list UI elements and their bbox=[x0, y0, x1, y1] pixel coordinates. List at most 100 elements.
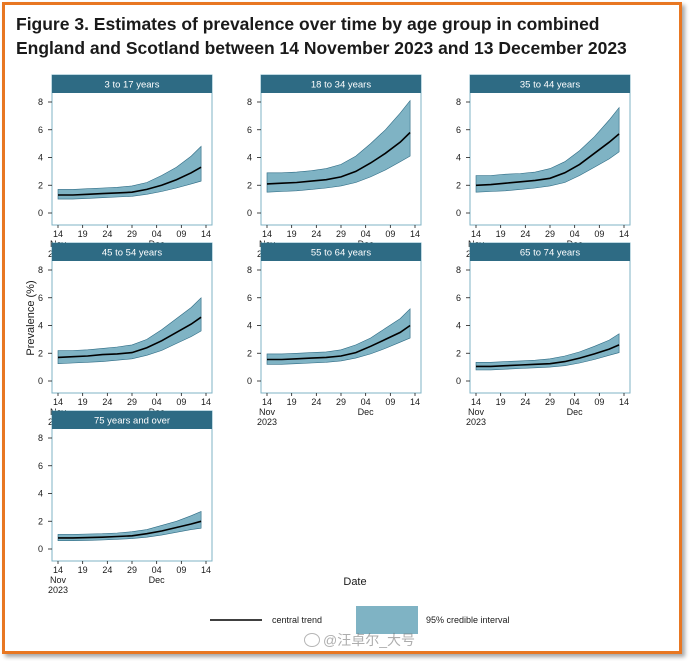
y-tick-label: 8 bbox=[247, 97, 252, 107]
credible-interval-band bbox=[475, 333, 620, 371]
y-tick-label: 2 bbox=[247, 180, 252, 190]
y-tick-label: 6 bbox=[247, 293, 252, 303]
panel-header bbox=[52, 243, 212, 261]
y-tick-label: 4 bbox=[38, 153, 43, 163]
x-tick-label: 14 bbox=[410, 397, 420, 407]
y-tick-label: 8 bbox=[456, 97, 461, 107]
y-tick-label: 4 bbox=[38, 321, 43, 331]
x-tick-label: 14 bbox=[619, 229, 629, 239]
y-tick-label: 0 bbox=[456, 376, 461, 386]
panel-title: 45 to 54 years bbox=[102, 248, 162, 259]
panel-header bbox=[52, 75, 212, 93]
y-tick-label: 2 bbox=[456, 348, 461, 358]
figure-title: Figure 3. Estimates of prevalence over t… bbox=[16, 14, 627, 58]
x-tick-label: 09 bbox=[594, 229, 604, 239]
x-tick-label: 04 bbox=[152, 565, 162, 575]
y-tick-label: 2 bbox=[38, 180, 43, 190]
y-tick-label: 6 bbox=[456, 125, 461, 135]
x-tick-label: 19 bbox=[78, 397, 88, 407]
x-tick-label: 14 bbox=[201, 229, 211, 239]
central-trend-line bbox=[267, 324, 411, 361]
x-tick-label: 2023 bbox=[466, 417, 486, 427]
y-tick-label: 0 bbox=[247, 376, 252, 386]
y-tick-label: 6 bbox=[247, 125, 252, 135]
y-tick-label: 0 bbox=[456, 208, 461, 218]
panel-header bbox=[470, 75, 630, 93]
y-tick-label: 2 bbox=[38, 348, 43, 358]
credible-interval-band bbox=[57, 511, 202, 541]
panel-border bbox=[469, 242, 631, 394]
x-tick-label: 04 bbox=[361, 229, 371, 239]
panel-18-to-34-years: 18 to 34 years0246814Nov202319242904Dec0… bbox=[247, 74, 422, 259]
y-tick-label: 0 bbox=[38, 376, 43, 386]
x-tick-label: 09 bbox=[594, 397, 604, 407]
y-tick-label: 8 bbox=[38, 265, 43, 275]
x-tick-label: Nov bbox=[468, 407, 485, 417]
legend-line-label: central trend bbox=[272, 615, 322, 625]
y-tick-label: 8 bbox=[247, 265, 252, 275]
y-tick-label: 0 bbox=[38, 544, 43, 554]
x-tick-label: Dec bbox=[149, 575, 166, 585]
y-tick-label: 2 bbox=[247, 348, 252, 358]
x-tick-label: 24 bbox=[311, 229, 321, 239]
y-tick-label: 8 bbox=[38, 97, 43, 107]
watermark-text: @汪卓尔_大号 bbox=[323, 632, 415, 648]
x-tick-label: 2023 bbox=[48, 585, 68, 595]
x-tick-label: 14 bbox=[410, 229, 420, 239]
x-tick-label: 24 bbox=[311, 397, 321, 407]
y-tick-label: 2 bbox=[38, 516, 43, 526]
weibo-icon bbox=[304, 633, 320, 647]
x-tick-label: Nov bbox=[259, 407, 276, 417]
x-tick-label: 14 bbox=[619, 397, 629, 407]
y-tick-label: 4 bbox=[247, 153, 252, 163]
panel-header bbox=[261, 75, 421, 93]
x-tick-label: 29 bbox=[545, 397, 555, 407]
y-axis-title: Prevalence (%) bbox=[25, 280, 37, 355]
credible-interval-band bbox=[475, 106, 620, 193]
panel-header bbox=[261, 243, 421, 261]
y-tick-label: 2 bbox=[456, 180, 461, 190]
x-tick-label: 14 bbox=[53, 397, 63, 407]
legend-band-label: 95% credible interval bbox=[426, 615, 510, 625]
y-tick-label: 6 bbox=[38, 461, 43, 471]
x-tick-label: 19 bbox=[287, 397, 297, 407]
credible-interval-band bbox=[266, 99, 411, 193]
central-trend-line bbox=[475, 133, 620, 187]
x-tick-label: 14 bbox=[53, 229, 63, 239]
y-tick-label: 6 bbox=[456, 293, 461, 303]
panel-header bbox=[52, 411, 212, 429]
y-tick-label: 6 bbox=[38, 293, 43, 303]
x-tick-label: 29 bbox=[127, 397, 137, 407]
x-tick-label: Nov bbox=[50, 575, 67, 585]
x-tick-label: 29 bbox=[127, 229, 137, 239]
panel-title: 18 to 34 years bbox=[311, 80, 371, 91]
central-trend-line bbox=[266, 131, 411, 185]
x-tick-label: 2023 bbox=[257, 417, 277, 427]
x-tick-label: 04 bbox=[570, 229, 580, 239]
x-tick-label: 04 bbox=[570, 397, 580, 407]
x-tick-label: 14 bbox=[471, 397, 481, 407]
x-tick-label: 14 bbox=[262, 229, 272, 239]
y-tick-label: 4 bbox=[247, 321, 252, 331]
x-tick-label: 09 bbox=[385, 229, 395, 239]
panel-border bbox=[260, 242, 422, 394]
central-trend-line bbox=[58, 166, 202, 196]
central-trend-line bbox=[476, 344, 620, 368]
x-tick-label: 14 bbox=[471, 229, 481, 239]
panel-35-to-44-years: 35 to 44 years0246814Nov202319242904Dec0… bbox=[456, 74, 631, 259]
panel-45-to-54-years: 45 to 54 years0246814Nov202319242904Dec0… bbox=[38, 242, 213, 427]
x-tick-label: 14 bbox=[53, 565, 63, 575]
panel-border bbox=[51, 74, 213, 226]
y-tick-label: 4 bbox=[38, 489, 43, 499]
x-tick-label: 09 bbox=[385, 397, 395, 407]
y-tick-label: 6 bbox=[38, 125, 43, 135]
x-tick-label: 19 bbox=[287, 229, 297, 239]
x-tick-label: 29 bbox=[127, 565, 137, 575]
y-tick-label: 8 bbox=[456, 265, 461, 275]
credible-interval-band bbox=[57, 145, 202, 200]
x-tick-label: 09 bbox=[176, 397, 186, 407]
panel-title: 55 to 64 years bbox=[311, 248, 371, 259]
central-trend-line bbox=[57, 316, 202, 359]
